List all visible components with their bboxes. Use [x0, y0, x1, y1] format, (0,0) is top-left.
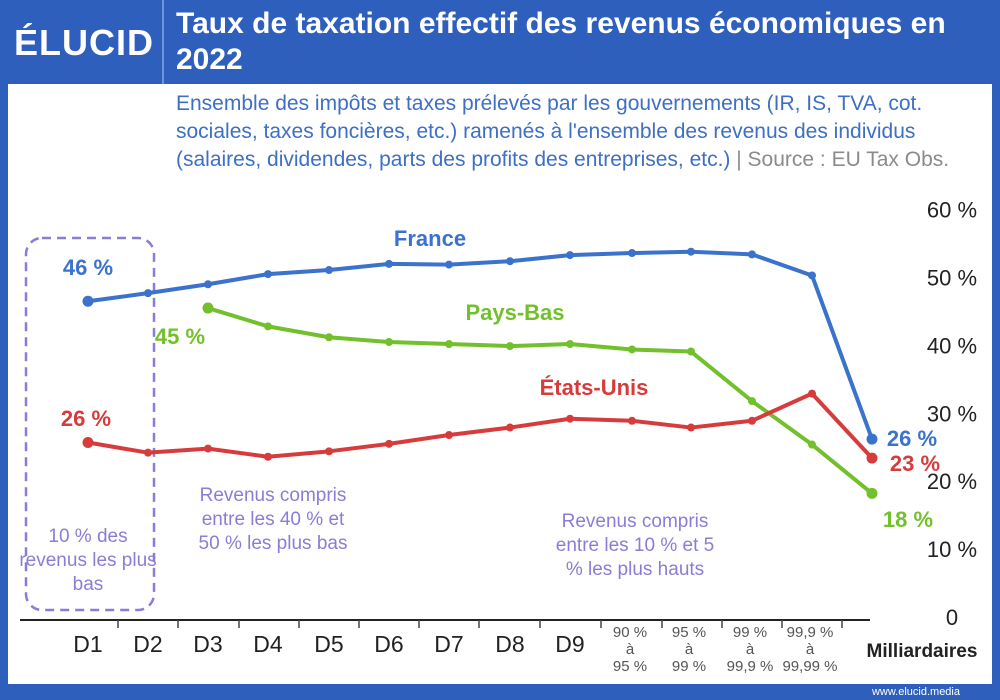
data-point: [325, 266, 333, 275]
data-point: [628, 416, 636, 425]
data-point: [866, 487, 878, 499]
series-label: Pays-Bas: [465, 300, 564, 325]
x-tick-label: 99,9 % à 99,99 %: [782, 624, 837, 675]
data-label: 26 %: [887, 426, 937, 451]
x-tick-label: D8: [495, 631, 524, 657]
x-tick-label: Milliardaires: [867, 641, 978, 662]
data-point: [866, 452, 878, 464]
data-point: [204, 444, 212, 453]
x-tick-label: D7: [434, 631, 463, 657]
data-point: [687, 423, 695, 432]
series-label: France: [394, 226, 466, 251]
subtitle-text: Ensemble des impôts et taxes prélevés pa…: [176, 92, 923, 171]
data-label: 45 %: [155, 324, 205, 349]
x-tick-label: D3: [193, 631, 222, 657]
data-point: [628, 249, 636, 258]
data-label: 46 %: [63, 255, 113, 280]
series-line-États-Unis: [87, 391, 874, 460]
x-tick-label: D1: [73, 631, 102, 657]
data-point: [506, 423, 514, 432]
y-tick-label: 20 %: [927, 469, 977, 494]
x-tick-label: 95 % à 99 %: [672, 624, 706, 675]
x-tick-label: D2: [133, 631, 162, 657]
y-tick-label: 60 %: [927, 198, 977, 223]
data-point: [628, 345, 636, 354]
data-point: [445, 260, 453, 269]
data-point: [808, 389, 816, 398]
data-point: [506, 342, 514, 351]
x-tick-label: 99 % à 99,9 %: [727, 624, 774, 675]
x-tick-label: D4: [253, 631, 283, 657]
chart-subtitle: Ensemble des impôts et taxes prélevés pa…: [176, 90, 976, 174]
data-label: 26 %: [61, 406, 111, 431]
data-point: [144, 448, 152, 457]
data-point: [445, 340, 453, 349]
data-point: [264, 322, 272, 331]
chart-title: Taux de taxation effectif des revenus éc…: [176, 7, 946, 76]
series-line-France: [87, 249, 874, 440]
y-tick-label: 50 %: [927, 266, 977, 291]
data-point: [808, 440, 816, 449]
x-tick-label: D9: [555, 631, 584, 657]
data-label: 23 %: [890, 451, 940, 476]
data-point: [264, 270, 272, 279]
data-point: [566, 251, 574, 260]
series-label: États-Unis: [540, 375, 649, 400]
x-tick-label: D6: [374, 631, 403, 657]
header: ÉLUCID Taux de taxation effectif des rev…: [0, 0, 1000, 84]
source-text: | Source : EU Tax Obs.: [736, 148, 950, 171]
data-point: [808, 271, 816, 280]
data-point: [264, 452, 272, 461]
y-tick-label: 40 %: [927, 333, 977, 358]
y-tick-label: 10 %: [927, 537, 977, 562]
data-point: [748, 397, 756, 406]
data-point: [566, 414, 574, 423]
data-point: [82, 436, 94, 448]
data-point: [445, 431, 453, 440]
data-point: [687, 347, 695, 356]
data-point: [687, 247, 695, 256]
annotation-high-incomes: Revenus compris entre les 10 % et 5 % le…: [555, 511, 715, 580]
footer-url: www.elucid.media: [871, 686, 960, 698]
data-point: [204, 280, 212, 289]
data-point: [385, 259, 393, 268]
data-point: [385, 338, 393, 347]
data-point: [325, 447, 333, 456]
y-tick-label: 0: [946, 605, 958, 630]
chart-panel: [8, 84, 992, 684]
data-point: [385, 439, 393, 448]
data-point: [748, 416, 756, 425]
data-point: [325, 333, 333, 342]
annotation-low-incomes: 10 % des revenus les plus bas: [19, 526, 157, 595]
logo-separator: [162, 0, 164, 84]
data-point: [82, 295, 94, 307]
data-point: [506, 257, 514, 266]
highlight-box-d1: [24, 236, 156, 612]
x-tick-label: D5: [314, 631, 343, 657]
data-point: [748, 250, 756, 259]
x-tick-label: 90 % à 95 %: [613, 624, 647, 675]
elucid-logo: ÉLUCID: [14, 22, 154, 63]
data-point: [144, 289, 152, 298]
data-label: 18 %: [883, 507, 933, 532]
data-point: [866, 433, 878, 445]
y-tick-label: 30 %: [927, 401, 977, 426]
data-point: [202, 302, 214, 314]
data-point: [566, 340, 574, 349]
series-line-Pays-Bas: [207, 306, 874, 495]
annotation-mid-incomes: Revenus compris entre les 40 % et 50 % l…: [198, 485, 348, 554]
